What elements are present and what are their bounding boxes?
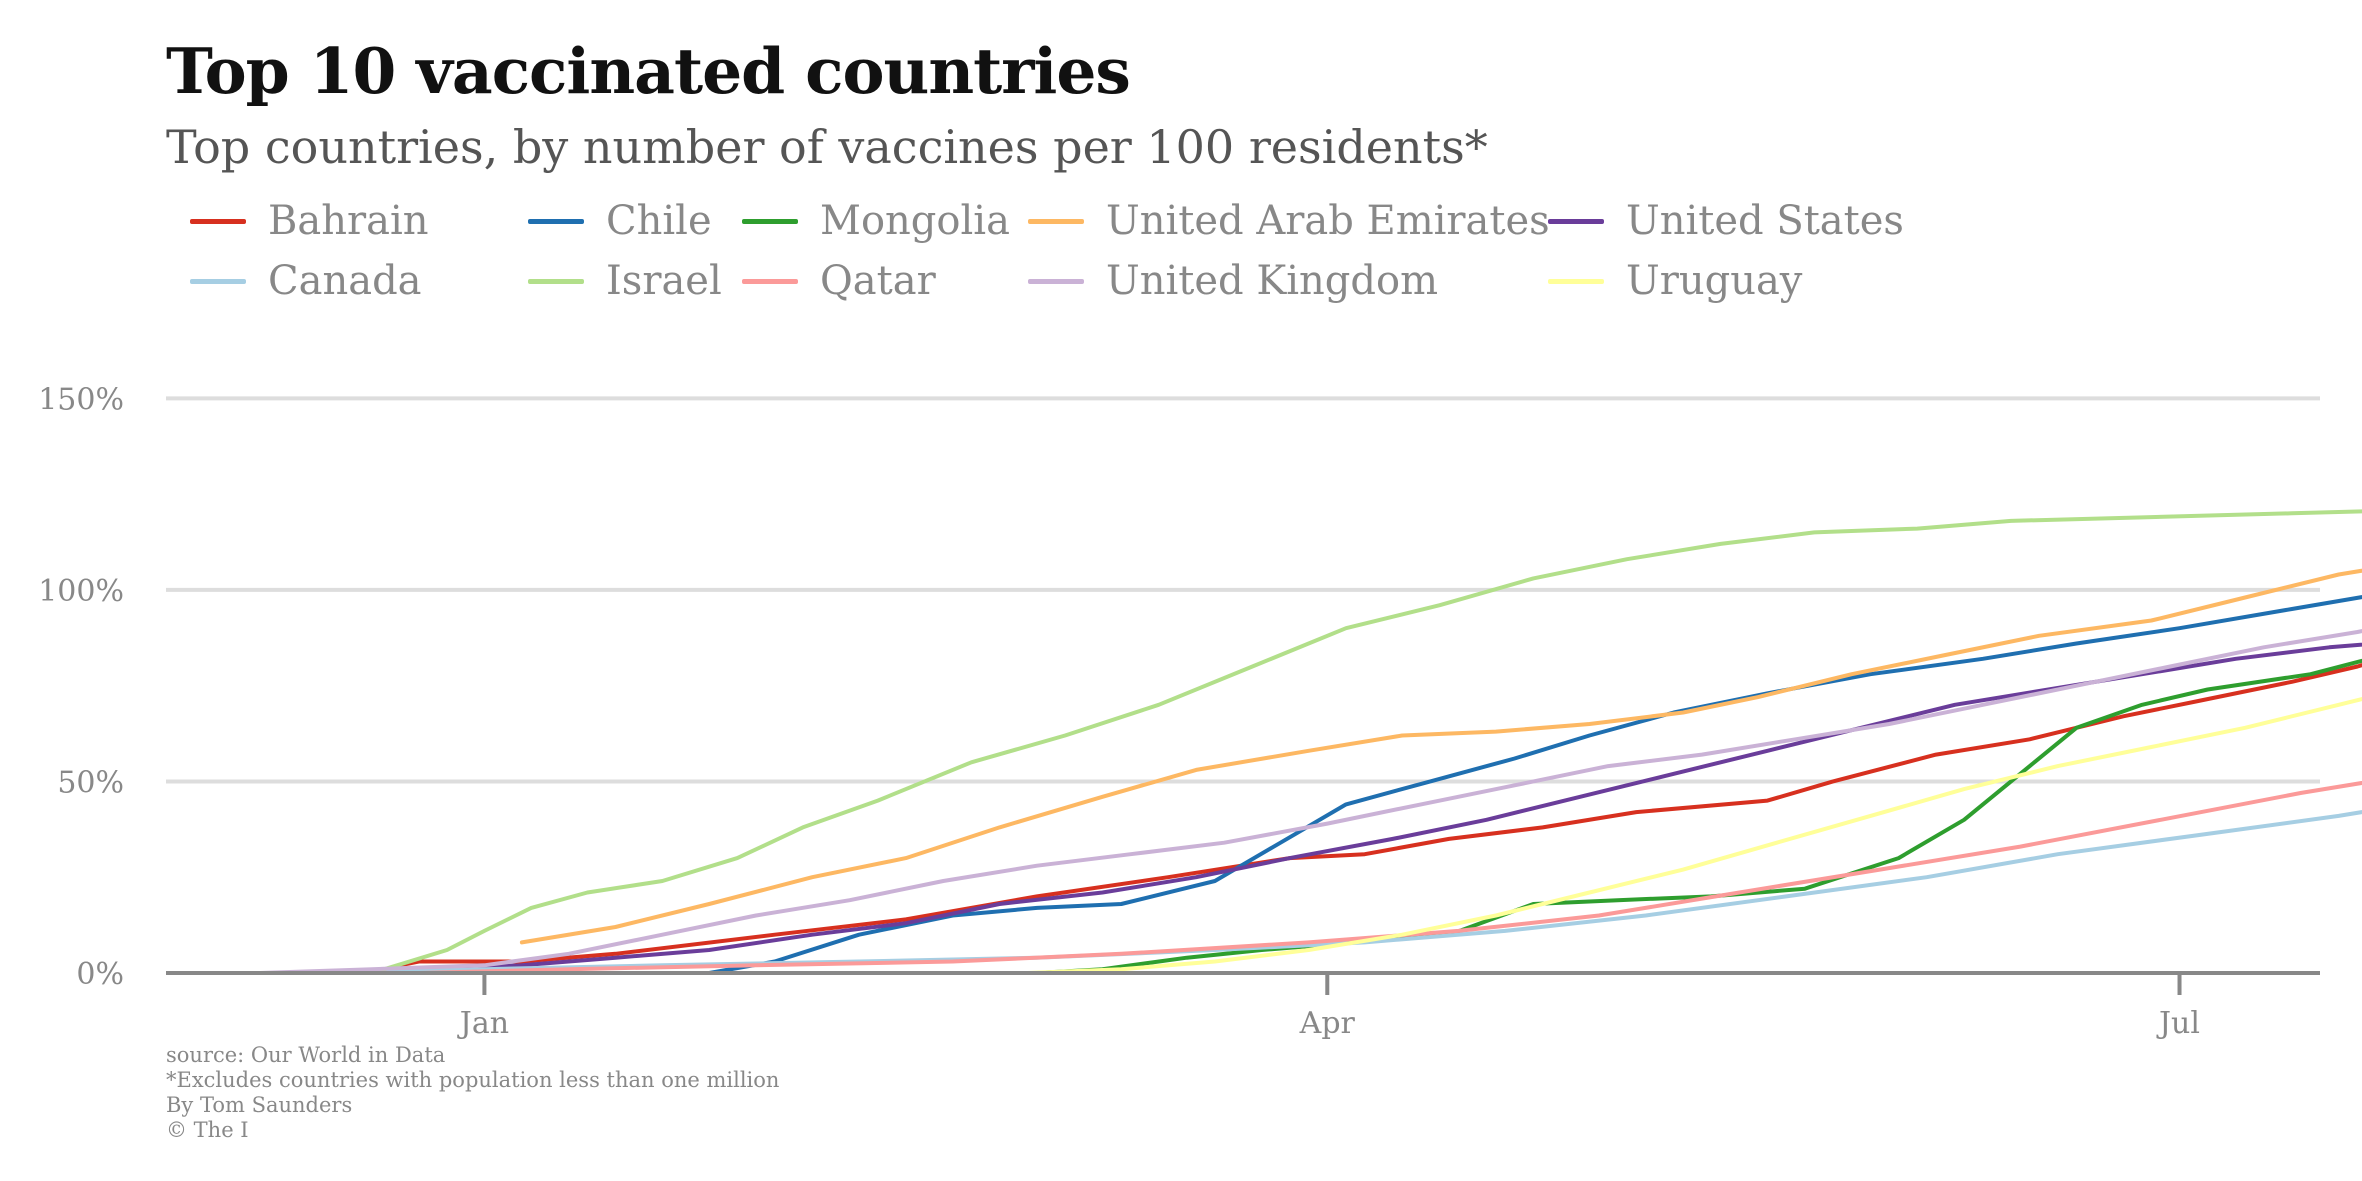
- legend-label: United Arab Emirates: [1106, 198, 1550, 244]
- y-tick-label: 50%: [57, 765, 124, 800]
- legend-label: Bahrain: [268, 198, 429, 244]
- legend-swatch: [742, 218, 798, 224]
- legend-swatch: [742, 278, 798, 284]
- series-line-qatar: [416, 780, 2362, 975]
- series-line-united-kingdom: [257, 629, 2362, 975]
- series-line-uruguay: [1025, 697, 2362, 975]
- legend-item-israel: Israel: [528, 258, 722, 304]
- series-line-united-states: [276, 642, 2362, 975]
- byline: By Tom Saunders: [166, 1093, 353, 1117]
- legend-swatch: [190, 278, 246, 284]
- chart-subtitle: Top countries, by number of vaccines per…: [166, 120, 1488, 174]
- chart-legend: Bahrain Chile Mongolia United Arab Emirates…: [190, 198, 1904, 328]
- legend-swatch: [528, 278, 584, 284]
- legend-label: Uruguay: [1626, 258, 1803, 304]
- legend-label: United States: [1626, 198, 1904, 244]
- copyright: © The I: [166, 1118, 249, 1142]
- legend-label: Canada: [268, 258, 422, 304]
- legend-swatch: [1548, 278, 1604, 284]
- y-tick-label: 0%: [76, 957, 124, 992]
- legend-item-uruguay: Uruguay: [1548, 258, 1802, 304]
- grid-layer: [166, 396, 2320, 784]
- series-line-mongolia: [1035, 658, 2362, 975]
- series-line-israel: [370, 509, 2362, 975]
- legend-item-canada: Canada: [190, 258, 422, 304]
- x-tick-label: Apr: [1299, 1006, 1356, 1041]
- legend-label: United Kingdom: [1106, 258, 1438, 304]
- legend-swatch: [190, 218, 246, 224]
- chart-title: Top 10 vaccinated countries: [166, 34, 1131, 108]
- legend-label: Mongolia: [820, 198, 1010, 244]
- legend-swatch: [1548, 218, 1604, 224]
- series-layer: [257, 509, 2362, 975]
- legend-item-mongolia: Mongolia: [742, 198, 1010, 244]
- legend-label: Israel: [606, 258, 722, 304]
- x-tick-label: Jan: [457, 1006, 509, 1041]
- legend-item-qatar: Qatar: [742, 258, 936, 304]
- y-tick-label: 100%: [38, 574, 124, 609]
- exclusion-note: *Excludes countries with population less…: [166, 1068, 780, 1092]
- legend-item-bahrain: Bahrain: [190, 198, 429, 244]
- source-note: source: Our World in Data: [166, 1043, 446, 1067]
- chart-footer: source: Our World in Data *Excludes coun…: [166, 1043, 779, 1143]
- x-tick-label: Jul: [2156, 1006, 2200, 1041]
- legend-label: Chile: [606, 198, 712, 244]
- axis-layer: 0% 50% 100% 150% Jan Apr Jul: [38, 382, 2320, 1041]
- legend-item-chile: Chile: [528, 198, 712, 244]
- legend-swatch: [528, 218, 584, 224]
- series-line-bahrain: [398, 663, 2362, 968]
- legend-swatch: [1028, 218, 1084, 224]
- legend-item-united-kingdom: United Kingdom: [1028, 258, 1438, 304]
- legend-item-united-arab-emirates: United Arab Emirates: [1028, 198, 1550, 244]
- legend-label: Qatar: [820, 258, 936, 304]
- legend-swatch: [1028, 278, 1084, 284]
- series-line-united-arab-emirates: [519, 568, 2362, 945]
- legend-item-united-states: United States: [1548, 198, 1904, 244]
- y-tick-label: 150%: [38, 382, 124, 417]
